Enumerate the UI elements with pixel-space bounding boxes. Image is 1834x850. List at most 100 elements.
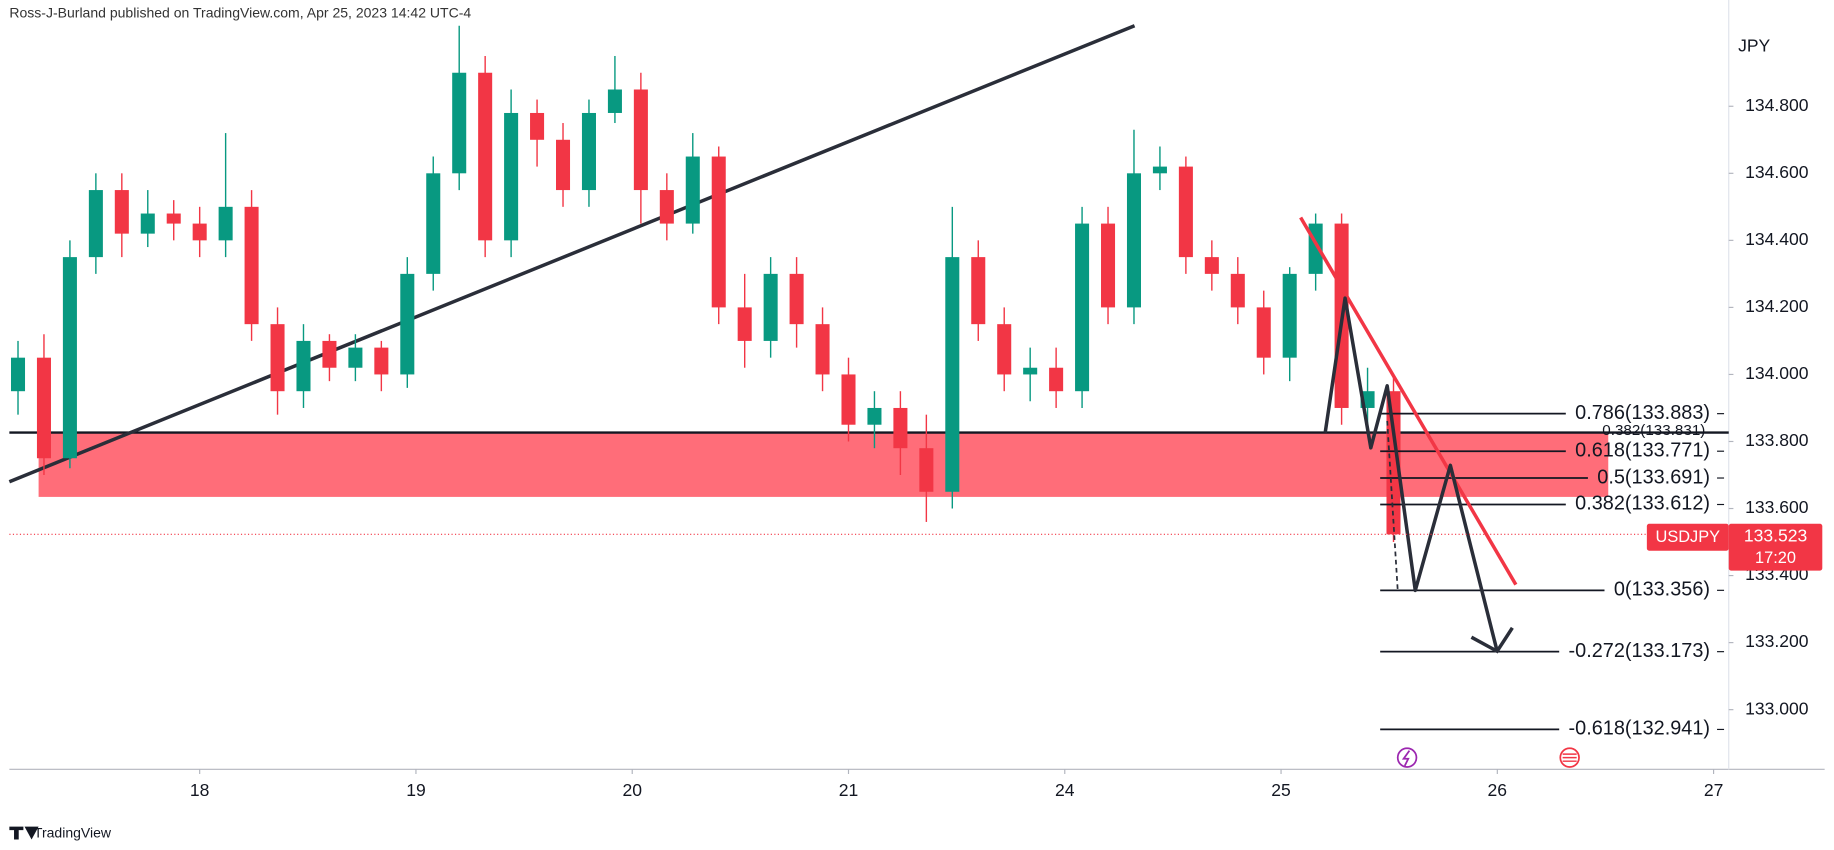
candle-body [1152,166,1167,174]
event-icon[interactable] [1396,747,1418,768]
candle-body [504,112,519,241]
candle-body [1101,223,1116,308]
projection-path [1323,296,1499,652]
candle-body [374,347,389,375]
y-tick-label: 133.200 [1745,631,1809,651]
x-tick-label: 27 [1704,780,1724,800]
candle-body [36,357,51,459]
y-tick-label: 134.400 [1745,229,1809,249]
candle-body [478,72,493,241]
candle-body [919,448,934,492]
x-tick-label: 26 [1488,780,1508,800]
event-bolt [1401,750,1411,767]
dashed-leg [1386,420,1399,591]
candle-body [140,213,155,234]
x-tick-label: 20 [622,780,642,800]
candle-body [711,156,726,308]
candle-body [1256,307,1271,358]
candle-body [1049,367,1064,392]
y-tick-label: 133.000 [1745,698,1809,718]
y-tick-label: 134.800 [1745,95,1809,115]
candle-body [607,89,622,113]
candle-body [88,190,103,258]
candle-body [452,72,467,174]
candle-body [400,273,415,375]
down-trendline [1299,216,1518,586]
candle-body [1075,223,1090,392]
last-price: 133.523 [1744,525,1807,545]
candle-body [270,324,285,392]
resistance-zone [38,432,1609,497]
fib-label: 0(133.356) [1614,579,1710,601]
last-price-tag [1728,523,1823,571]
x-tick-label: 21 [839,780,859,800]
price-tag: USDJPY 133.523 17:20 [1646,523,1823,571]
fib-label: 0.786(133.883) [1575,402,1710,424]
candle-body [867,407,882,425]
candle-body [659,190,674,224]
candle-body [192,223,207,241]
y-tick-label: 133.800 [1745,430,1809,450]
fib-label: 0.5(133.691) [1597,466,1710,488]
flag-stripes [1562,753,1577,762]
x-tick-label: 18 [190,780,210,800]
fib-secondary-label: 0.382(133.831) [1602,422,1705,439]
candle-body [218,206,233,241]
candle-body [763,273,778,341]
axes: 133.000133.200133.400133.600133.800134.0… [9,95,1809,800]
candle-body [296,340,311,392]
trendline [8,24,1136,484]
fib-label: 0.618(133.771) [1575,439,1710,461]
candle-body [244,206,259,325]
candle-body [685,156,700,224]
candle-body [997,324,1012,375]
candle-body [1023,367,1038,375]
logo [9,826,39,840]
candle-body [10,357,26,392]
candle-body [633,89,648,191]
candle-body [1204,257,1219,274]
candle-body [1282,273,1297,358]
fibonacci: 0.786(133.883) 0.618(133.771) 0.5(133.691)… [1380,402,1725,740]
y-tick-label: 134.600 [1745,162,1809,182]
drawings-above [1299,216,1580,768]
candle-body [348,347,363,368]
y-unit: JPY [1738,35,1770,55]
candle-body [555,139,571,191]
candle-body [815,324,830,375]
candle-body [789,273,804,325]
candle-body [166,213,181,224]
candle-body [322,340,337,368]
x-tick-label: 25 [1271,780,1291,800]
fib-label: -0.618(132.941) [1569,718,1710,740]
candle-body [1230,273,1245,308]
countdown: 17:20 [1755,549,1796,567]
symbol-tag [1646,523,1729,551]
fib-label: 0.382(133.612) [1575,493,1710,515]
fib-label: -0.272(133.173) [1569,640,1710,662]
candle-body [530,112,545,140]
x-tick-label: 24 [1055,780,1075,800]
candle-body [62,257,77,459]
y-tick-label: 134.000 [1745,363,1809,383]
candle-body [945,257,960,492]
candle-body [581,112,596,191]
candle-body [426,173,441,274]
arrow-head [1470,626,1514,654]
candle-body [1386,391,1401,535]
candle-body [1126,173,1141,308]
footer: TradingView [34,824,112,840]
candle-body [737,307,752,341]
y-tick-label: 134.200 [1745,296,1809,316]
candle-body [1178,166,1193,258]
candle-body [841,374,856,425]
drawings-below [8,24,1729,497]
candles [10,25,1401,543]
symbol: USDJPY [1656,528,1721,546]
y-tick-label: 133.600 [1745,497,1809,517]
candle-body [893,407,908,449]
header: Ross-J-Burland published on TradingView.… [9,5,471,21]
candle-body [971,257,986,325]
